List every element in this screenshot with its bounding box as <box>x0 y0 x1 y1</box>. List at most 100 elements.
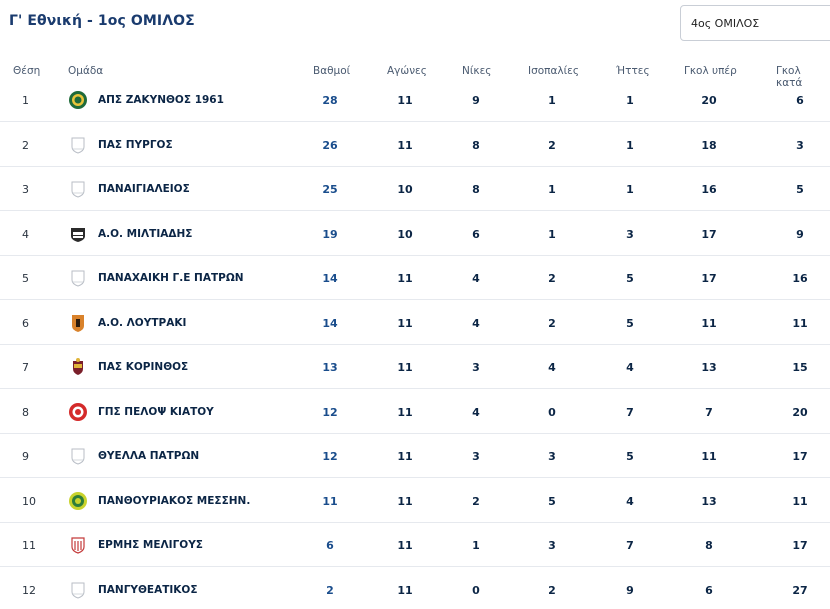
header-points[interactable]: Βαθμοί <box>313 65 351 77</box>
goals-for-cell: 6 <box>705 583 713 597</box>
losses-cell: 7 <box>626 539 634 552</box>
header-draws[interactable]: Ισοπαλίες <box>528 65 580 77</box>
wins-cell: 8 <box>472 183 480 196</box>
draws-cell: 2 <box>548 316 556 330</box>
header-played[interactable]: Αγώνες <box>387 65 427 77</box>
table-row[interactable]: 10 ΠΑΝΘΟΥΡΙΑΚΟΣ ΜΕΣΣΗΝ. 11 11 2 5 4 13 11 <box>0 479 830 523</box>
team-name-link[interactable]: ΠΑΝΑΙΓΙΑΛΕΙΟΣ <box>98 183 190 195</box>
yellow-green-round-crest-icon[interactable] <box>68 491 88 511</box>
losses-cell: 5 <box>626 272 634 285</box>
losses-cell: 3 <box>626 227 634 241</box>
team-name-link[interactable]: Α.Ο. ΛΟΥΤΡΑΚΙ <box>98 316 187 329</box>
draws-cell: 2 <box>548 138 556 152</box>
team-name-link[interactable]: ΓΠΣ ΠΕΛΟΨ ΚΙΑΤΟΥ <box>98 405 214 418</box>
placeholder-shield-icon[interactable] <box>68 135 88 155</box>
team-name-link[interactable]: Α.Ο. ΜΙΛΤΙΑΔΗΣ <box>98 227 193 240</box>
losses-cell: 5 <box>626 316 634 330</box>
table-row[interactable]: 11 ΕΡΜΗΣ ΜΕΛΙΓΟΥΣ 6 11 1 3 7 8 17 <box>0 523 830 567</box>
table-row[interactable]: 2 ΠΑΣ ΠΥΡΓΟΣ 26 11 8 2 1 18 3 <box>0 123 830 167</box>
goals-for-cell: 11 <box>701 316 717 330</box>
table-row[interactable]: 3 ΠΑΝΑΙΓΙΑΛΕΙΟΣ 25 10 8 1 1 16 5 <box>0 167 830 211</box>
goals-against-cell: 16 <box>792 272 808 285</box>
played-cell: 11 <box>397 361 413 374</box>
header-pos[interactable]: Θέση <box>13 65 41 77</box>
team-name-link[interactable]: ΘΥΕΛΛΑ ΠΑΤΡΩΝ <box>98 450 200 462</box>
losses-cell: 1 <box>626 138 634 152</box>
draws-cell: 3 <box>548 539 556 552</box>
losses-cell: 4 <box>626 361 634 374</box>
goals-for-cell: 20 <box>701 94 717 107</box>
team-name-link[interactable]: ΕΡΜΗΣ ΜΕΛΙΓΟΥΣ <box>98 539 203 551</box>
position-cell: 10 <box>22 494 36 508</box>
goals-for-cell: 7 <box>705 405 713 419</box>
orange-black-crest-icon[interactable] <box>68 313 88 333</box>
red-gold-crest-icon[interactable] <box>68 357 88 377</box>
position-cell: 9 <box>22 450 29 463</box>
placeholder-shield-icon[interactable] <box>68 446 88 466</box>
position-cell: 7 <box>22 361 29 374</box>
goals-against-cell: 9 <box>796 227 804 241</box>
placeholder-shield-icon[interactable] <box>68 268 88 288</box>
header-team[interactable]: Ομάδα <box>68 65 104 77</box>
played-cell: 11 <box>397 405 413 419</box>
team-name-link[interactable]: ΠΑΝΘΟΥΡΙΑΚΟΣ ΜΕΣΣΗΝ. <box>98 494 251 507</box>
wins-cell: 3 <box>472 450 480 463</box>
team-name-link[interactable]: ΠΑΣ ΠΥΡΓΟΣ <box>98 138 173 151</box>
wins-cell: 6 <box>472 227 480 241</box>
draws-cell: 5 <box>548 494 556 508</box>
red-white-shield-icon[interactable] <box>68 535 88 555</box>
header-wins[interactable]: Νίκες <box>462 65 492 77</box>
points-cell: 12 <box>322 450 338 463</box>
goals-against-cell: 11 <box>792 316 808 330</box>
losses-cell: 1 <box>626 183 634 196</box>
black-white-crest-icon[interactable] <box>68 224 88 244</box>
table-row[interactable]: 12 ΠΑΝΓΥΘΕΑΤΙΚΟΣ 2 11 0 2 9 6 27 <box>0 568 830 609</box>
wins-cell: 4 <box>472 405 480 419</box>
header-losses[interactable]: Ήττες <box>616 65 650 77</box>
wins-cell: 4 <box>472 316 480 330</box>
draws-cell: 3 <box>548 450 556 463</box>
table-row[interactable]: 7 ΠΑΣ ΚΟΡΙΝΘΟΣ 13 11 3 4 4 13 15 <box>0 345 830 389</box>
goals-against-cell: 20 <box>792 405 808 419</box>
team-name-link[interactable]: ΠΑΣ ΚΟΡΙΝΘΟΣ <box>98 361 189 373</box>
group-select[interactable]: 4ος ΟΜΙΛΟΣ <box>680 5 830 41</box>
points-cell: 14 <box>322 272 338 285</box>
table-row[interactable]: 4 Α.Ο. ΜΙΛΤΙΑΔΗΣ 19 10 6 1 3 17 9 <box>0 212 830 256</box>
placeholder-shield-icon[interactable] <box>68 179 88 199</box>
table-row[interactable]: 1 ΑΠΣ ΖΑΚΥΝΘΟΣ 1961 28 11 9 1 1 20 6 <box>0 78 830 122</box>
position-cell: 5 <box>22 272 29 285</box>
team-name-link[interactable]: ΑΠΣ ΖΑΚΥΝΘΟΣ 1961 <box>98 94 224 106</box>
played-cell: 11 <box>397 316 413 330</box>
table-header: Θέση Ομάδα Βαθμοί Αγώνες Νίκες Ισοπαλίες… <box>0 65 830 89</box>
team-name-link[interactable]: ΠΑΝΓΥΘΕΑΤΙΚΟΣ <box>98 583 198 596</box>
points-cell: 26 <box>322 138 338 152</box>
table-row[interactable]: 8 ΓΠΣ ΠΕΛΟΨ ΚΙΑΤΟΥ 12 11 4 0 7 7 20 <box>0 390 830 434</box>
wins-cell: 1 <box>472 539 480 552</box>
table-row[interactable]: 9 ΘΥΕΛΛΑ ΠΑΤΡΩΝ 12 11 3 3 5 11 17 <box>0 434 830 478</box>
table-row[interactable]: 6 Α.Ο. ΛΟΥΤΡΑΚΙ 14 11 4 2 5 11 11 <box>0 301 830 345</box>
goals-against-cell: 27 <box>792 583 808 597</box>
header-goals-for[interactable]: Γκολ υπέρ <box>684 65 737 77</box>
goals-for-cell: 16 <box>701 183 717 196</box>
table-row[interactable]: 5 ΠΑΝΑΧΑΙΚΗ Γ.Ε ΠΑΤΡΩΝ 14 11 4 2 5 17 16 <box>0 256 830 300</box>
goals-against-cell: 17 <box>792 539 808 552</box>
losses-cell: 1 <box>626 94 634 107</box>
wins-cell: 8 <box>472 138 480 152</box>
draws-cell: 1 <box>548 227 556 241</box>
goals-against-cell: 3 <box>796 138 804 152</box>
header-goals-against[interactable]: Γκολ κατά <box>776 65 803 89</box>
position-cell: 8 <box>22 405 29 419</box>
wins-cell: 0 <box>472 583 480 597</box>
green-yellow-crest-icon[interactable] <box>68 90 88 110</box>
points-cell: 2 <box>326 583 334 597</box>
draws-cell: 1 <box>548 183 556 196</box>
played-cell: 11 <box>397 450 413 463</box>
red-round-crest-icon[interactable] <box>68 402 88 422</box>
played-cell: 10 <box>397 227 413 241</box>
goals-for-cell: 18 <box>701 138 717 152</box>
team-name-link[interactable]: ΠΑΝΑΧΑΙΚΗ Γ.Ε ΠΑΤΡΩΝ <box>98 272 244 284</box>
wins-cell: 9 <box>472 94 480 107</box>
placeholder-shield-icon[interactable] <box>68 580 88 600</box>
position-cell: 2 <box>22 138 29 152</box>
goals-for-cell: 17 <box>701 272 717 285</box>
